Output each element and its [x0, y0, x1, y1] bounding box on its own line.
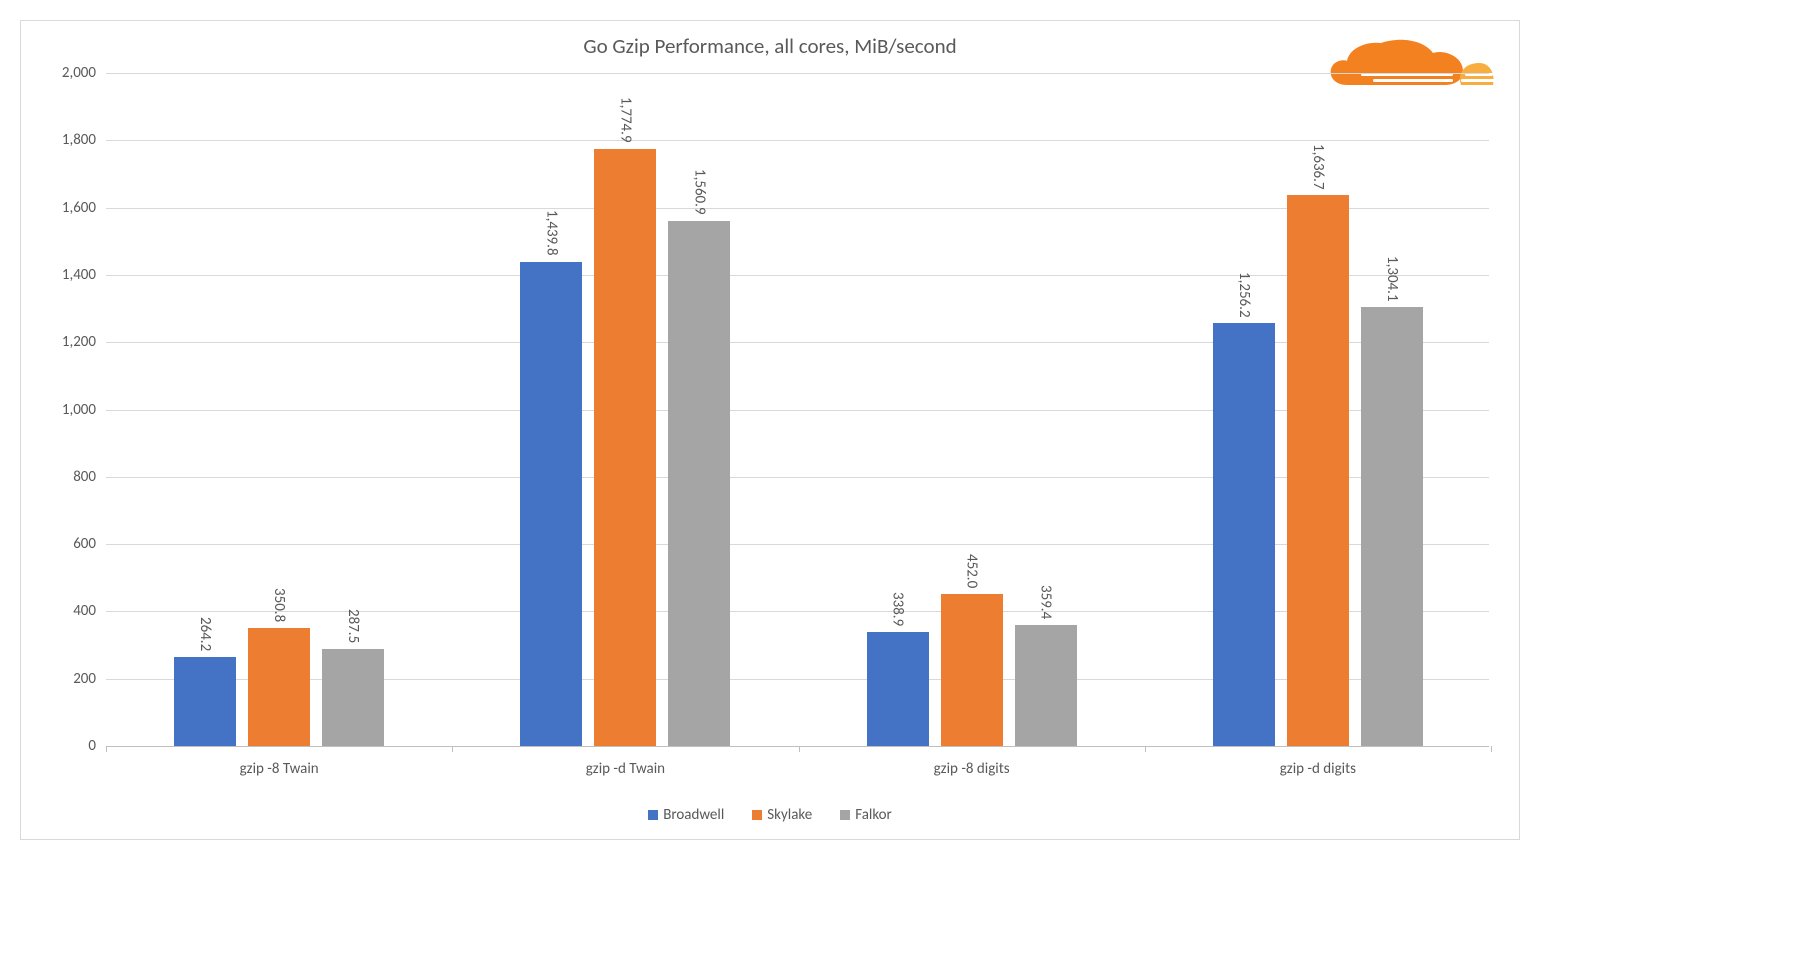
bar: 1,304.1 [1361, 307, 1423, 746]
legend: Broadwell Skylake Falkor [21, 806, 1519, 825]
y-tick-label: 1,200 [62, 333, 96, 351]
gridline [106, 410, 1489, 411]
gridline [106, 275, 1489, 276]
legend-swatch [648, 810, 658, 820]
gridline [106, 679, 1489, 680]
bar: 1,636.7 [1287, 195, 1349, 746]
y-tick-label: 200 [73, 670, 96, 688]
gridline [106, 342, 1489, 343]
bar: 359.4 [1015, 625, 1077, 746]
y-tick-label: 400 [73, 602, 96, 620]
legend-swatch [752, 810, 762, 820]
bar-value-label: 1,256.2 [1235, 272, 1253, 318]
y-tick-label: 600 [73, 535, 96, 553]
bar-value-label: 1,304.1 [1383, 256, 1401, 302]
y-tick-label: 1,400 [62, 266, 96, 284]
bar: 338.9 [867, 632, 929, 746]
y-tick-label: 1,800 [62, 131, 96, 149]
x-tick-label: gzip -8 Twain [240, 760, 319, 778]
bar-value-label: 287.5 [344, 609, 362, 643]
bar-value-label: 1,636.7 [1309, 144, 1327, 190]
bar-value-label: 1,439.8 [542, 210, 560, 256]
legend-label: Skylake [767, 806, 812, 824]
y-tick-label: 1,600 [62, 199, 96, 217]
legend-item: Falkor [840, 806, 892, 824]
bar-value-label: 264.2 [196, 617, 214, 651]
bar: 1,256.2 [1213, 323, 1275, 746]
x-tick-mark [106, 746, 107, 752]
bar-value-label: 1,560.9 [690, 169, 708, 215]
bar: 350.8 [248, 628, 310, 746]
gridline [106, 544, 1489, 545]
y-tick-label: 800 [73, 468, 96, 486]
gridline [106, 208, 1489, 209]
x-tick-label: gzip -d Twain [586, 760, 665, 778]
bar: 264.2 [174, 657, 236, 746]
x-tick-mark [452, 746, 453, 752]
x-axis-line [106, 746, 1489, 747]
bar: 1,560.9 [668, 221, 730, 746]
bar: 1,439.8 [520, 262, 582, 746]
y-tick-label: 2,000 [62, 64, 96, 82]
legend-label: Falkor [855, 806, 892, 824]
bar: 287.5 [322, 649, 384, 746]
bar-value-label: 338.9 [889, 592, 907, 626]
x-tick-mark [799, 746, 800, 752]
bar-value-label: 1,774.9 [616, 97, 634, 143]
y-tick-label: 1,000 [62, 401, 96, 419]
x-tick-mark [1491, 746, 1492, 752]
bar: 452.0 [941, 594, 1003, 746]
x-tick-label: gzip -d digits [1280, 760, 1356, 778]
x-tick-mark [1145, 746, 1146, 752]
legend-label: Broadwell [663, 806, 724, 824]
legend-swatch [840, 810, 850, 820]
gridline [106, 477, 1489, 478]
bar: 1,774.9 [594, 149, 656, 746]
legend-item: Skylake [752, 806, 812, 824]
x-tick-label: gzip -8 digits [934, 760, 1010, 778]
legend-item: Broadwell [648, 806, 724, 824]
bar-value-label: 350.8 [270, 588, 288, 622]
gridline [106, 73, 1489, 74]
chart-container: Go Gzip Performance, all cores, MiB/seco… [20, 20, 1520, 840]
plot-area: 02004006008001,0001,2001,4001,6001,8002,… [106, 73, 1489, 746]
bar-value-label: 452.0 [963, 554, 981, 588]
gridline [106, 611, 1489, 612]
chart-title: Go Gzip Performance, all cores, MiB/seco… [21, 21, 1519, 59]
bar-value-label: 359.4 [1037, 585, 1055, 619]
gridline [106, 140, 1489, 141]
y-tick-label: 0 [88, 737, 96, 755]
